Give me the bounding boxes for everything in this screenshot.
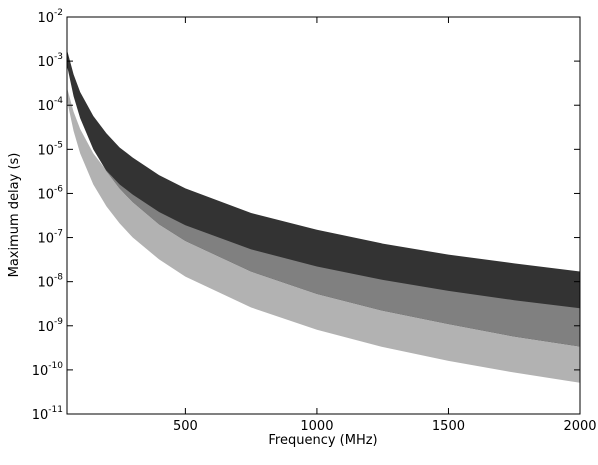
axes-frame: [66, 16, 581, 415]
band: [67, 49, 580, 347]
y-tick-exponent: -10: [48, 361, 63, 371]
y-tick-exponent: -5: [54, 140, 63, 150]
y-tick-exponent: -6: [54, 184, 63, 194]
y-tick-exponent: -9: [54, 317, 63, 327]
y-tick-exponent: -8: [54, 273, 63, 283]
y-tick-label: 10-6: [37, 184, 63, 202]
plot-area: [67, 49, 580, 383]
x-axis-label: Frequency (MHz): [268, 433, 377, 448]
y-tick-base: 10: [37, 55, 54, 70]
y-tick-label: 10-2: [37, 8, 63, 26]
y-tick-base: 10: [37, 276, 54, 291]
y-tick-base: 10: [37, 320, 54, 335]
y-tick-exponent: -7: [54, 229, 63, 239]
x-tick-label: 1000: [300, 419, 333, 434]
x-tick-label: 1500: [432, 419, 465, 434]
y-tick-base: 10: [37, 187, 54, 202]
x-tick-label: 500: [173, 419, 198, 434]
y-tick-label: 10-9: [37, 317, 63, 335]
y-tick-exponent: -2: [54, 8, 63, 18]
y-tick-exponent: -3: [54, 52, 63, 62]
y-tick-base: 10: [32, 364, 49, 379]
y-tick-label: 10-10: [32, 361, 64, 379]
x-tick-label: 2000: [563, 419, 596, 434]
y-tick-label: 10-5: [37, 140, 63, 158]
y-tick-label: 10-7: [37, 229, 63, 247]
y-tick-base: 10: [37, 143, 54, 158]
y-tick-base: 10: [37, 232, 54, 247]
y-tick-exponent: -11: [48, 405, 63, 415]
y-axis-label: Maximum delay (s): [7, 153, 22, 278]
y-tick-exponent: -4: [54, 96, 63, 106]
y-tick-label: 10-11: [32, 405, 63, 423]
y-tick-base: 10: [32, 408, 49, 423]
y-tick-label: 10-3: [37, 52, 63, 70]
y-tick-label: 10-8: [37, 273, 63, 291]
y-tick-base: 10: [37, 99, 54, 114]
y-tick-label: 10-4: [37, 96, 63, 114]
y-tick-base: 10: [37, 11, 54, 26]
